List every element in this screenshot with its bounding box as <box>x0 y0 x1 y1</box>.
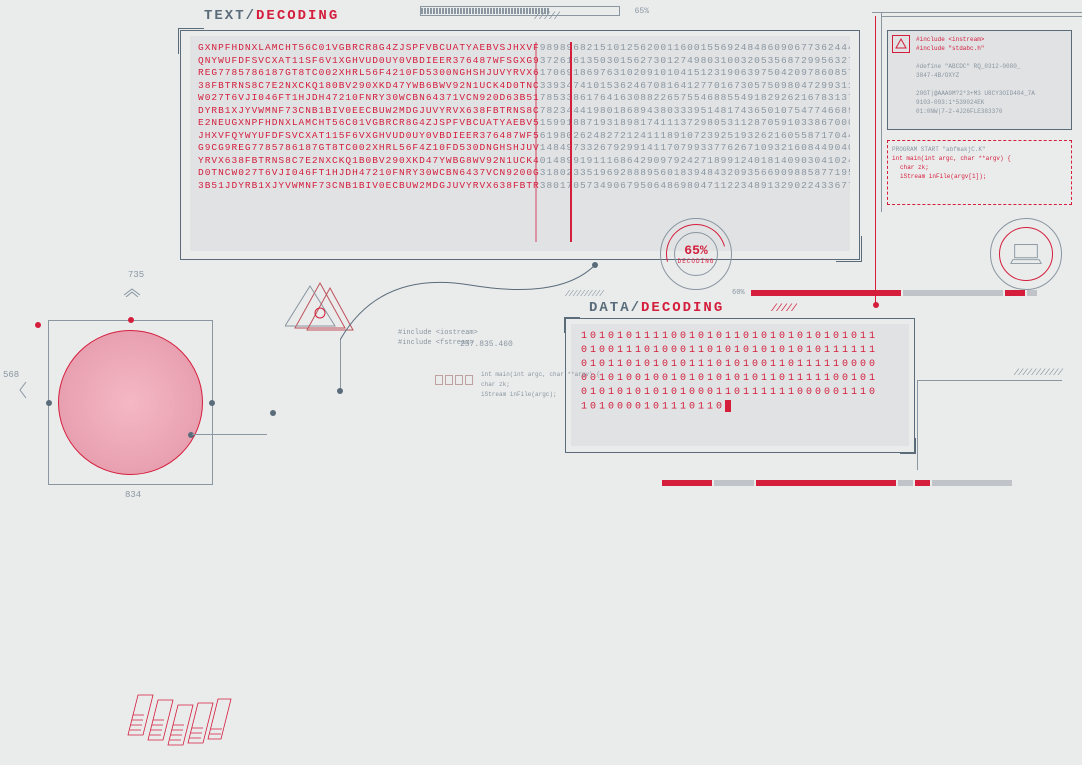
title-prefix: TEXT/ <box>204 8 256 24</box>
circle-visualization <box>48 320 213 485</box>
dial-percent: 65% <box>684 243 707 258</box>
red-marker-1 <box>570 42 572 242</box>
text-decoding-title: TEXT/DECODING <box>204 8 339 24</box>
progress-bar-bottom <box>662 480 1062 486</box>
data-decoding-panel: DATA/DECODING ///// 10101011110010101101… <box>565 300 915 460</box>
top-progress-bar: 65% <box>420 6 620 16</box>
num-834: 834 <box>125 490 141 500</box>
triangle-icon <box>892 35 910 53</box>
num-568: 568 <box>3 370 19 380</box>
data-decoding-title: DATA/DECODING <box>589 300 724 316</box>
laptop-icon <box>1009 237 1043 271</box>
title-suffix: DECODING <box>256 8 339 24</box>
num-735: 735 <box>128 270 144 280</box>
top-progress-label: 65% <box>635 7 649 16</box>
deco-squares <box>435 375 473 385</box>
chevron-left-icon <box>15 380 25 400</box>
chevron-up-icon <box>122 284 142 294</box>
code-number: 257.835.460 <box>460 340 513 350</box>
red-marker-2 <box>535 42 537 242</box>
deco-slashes-3: /////////// <box>1014 368 1062 378</box>
binary-block: 1010101111001010110101010101010110100111… <box>571 324 909 446</box>
server-icon <box>123 675 233 765</box>
connector-curve <box>340 260 600 340</box>
deco-slashes-red: ///// <box>771 304 796 315</box>
code-main: int main(int argc, char **argv) { char z… <box>481 370 600 400</box>
small-dial <box>990 218 1062 290</box>
dial-sublabel: DECODING <box>678 258 715 265</box>
side-panel-bottom: PROGRAM START "abfmakjC.K" int main(int … <box>887 140 1072 205</box>
side-panel-top: #include <instream> #include "stdabc.h" … <box>887 30 1072 130</box>
text-decoding-panel: TEXT/DECODING ///// GXNPFHDNXLAMCHT56C01… <box>180 8 860 263</box>
hex-text-block: GXNPFHDNXLAMCHT56C01VGBRCR8G4ZJSPFVBCUAT… <box>190 36 850 251</box>
decoding-dial: 65% DECODING <box>660 218 732 290</box>
progress-bar-60: 60% <box>732 290 1062 296</box>
